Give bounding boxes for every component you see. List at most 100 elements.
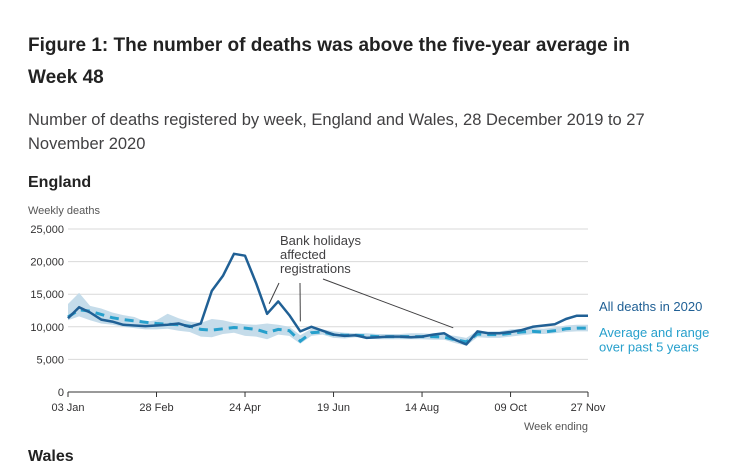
point-average [67, 316, 69, 318]
point-average [465, 341, 467, 343]
point-average [122, 318, 124, 320]
point-average [155, 322, 157, 324]
point-all-deaths [277, 300, 279, 302]
legend: All deaths in 2020 Average and rangeover … [599, 299, 709, 355]
point-average [133, 320, 135, 322]
point-all-deaths [266, 313, 268, 315]
point-average [321, 331, 323, 333]
point-all-deaths [111, 320, 113, 322]
point-all-deaths [200, 322, 202, 324]
x-tick-label: 14 Aug [405, 402, 439, 414]
point-average [509, 332, 511, 334]
point-average [421, 335, 423, 337]
y-tick-label: 25,000 [30, 224, 64, 236]
point-average [587, 327, 589, 329]
point-average [277, 328, 279, 330]
point-all-deaths [531, 326, 533, 328]
point-average [388, 335, 390, 337]
point-average [520, 331, 522, 333]
y-axis-ticks: 0 5,000 10,000 15,000 20,000 25,000 [30, 224, 64, 399]
point-average [531, 330, 533, 332]
point-all-deaths [222, 275, 224, 277]
point-average [399, 335, 401, 337]
gridlines [68, 229, 588, 392]
point-average [487, 333, 489, 335]
point-average [266, 331, 268, 333]
point-all-deaths [144, 325, 146, 327]
legend-label: over past 5 years [599, 340, 699, 355]
point-average [576, 327, 578, 329]
x-tick-label: 27 Nov [571, 402, 606, 414]
annotation-text-line: registrations [280, 261, 351, 276]
point-all-deaths [465, 343, 467, 345]
point-all-deaths [476, 330, 478, 332]
x-tick-label: 19 Jun [317, 402, 350, 414]
point-average [189, 325, 191, 327]
annotation-leader [323, 279, 453, 328]
y-tick-label: 5,000 [36, 354, 64, 366]
point-average [554, 330, 556, 332]
point-average [144, 321, 146, 323]
point-average [78, 309, 80, 311]
point-all-deaths [587, 315, 589, 317]
point-average [443, 336, 445, 338]
annotation-text-line: Bank holidays [280, 233, 361, 248]
point-all-deaths [78, 306, 80, 308]
x-axis-label: Week ending [524, 421, 588, 433]
y-tick-label: 15,000 [30, 289, 64, 301]
legend-label: Average and range [599, 325, 709, 340]
y-tick-label: 10,000 [30, 322, 64, 334]
point-all-deaths [310, 326, 312, 328]
y-axis-label: Weekly deaths [28, 205, 100, 217]
point-average [211, 329, 213, 331]
point-all-deaths [233, 253, 235, 255]
x-tick-label: 28 Feb [139, 402, 173, 414]
y-tick-label: 0 [58, 387, 64, 399]
x-tick-label: 24 Apr [229, 402, 261, 414]
point-all-deaths [288, 314, 290, 316]
point-all-deaths [576, 315, 578, 317]
point-average [111, 316, 113, 318]
point-all-deaths [543, 324, 545, 326]
point-average [288, 330, 290, 332]
point-all-deaths [443, 332, 445, 334]
point-all-deaths [255, 282, 257, 284]
point-average [543, 331, 545, 333]
point-all-deaths [133, 324, 135, 326]
point-average [310, 331, 312, 333]
point-average [454, 339, 456, 341]
point-average [377, 335, 379, 337]
point-average [410, 335, 412, 337]
point-all-deaths [211, 290, 213, 292]
point-average [498, 333, 500, 335]
y-tick-label: 20,000 [30, 257, 64, 269]
legend-label: All deaths in 2020 [599, 299, 702, 314]
point-all-deaths [299, 330, 301, 332]
point-average [244, 327, 246, 329]
point-average [233, 326, 235, 328]
point-all-deaths [565, 318, 567, 320]
point-average [89, 310, 91, 312]
point-average [166, 323, 168, 325]
point-average [476, 333, 478, 335]
annotation-text-line: affected [280, 247, 326, 262]
x-tick-label: 09 Oct [494, 402, 526, 414]
point-all-deaths [244, 255, 246, 257]
point-all-deaths [122, 324, 124, 326]
point-all-deaths [554, 323, 556, 325]
point-average [343, 334, 345, 336]
point-average [100, 313, 102, 315]
point-average [366, 335, 368, 337]
point-average [255, 328, 257, 330]
five-year-range-area [68, 293, 588, 346]
point-average [354, 334, 356, 336]
point-average [432, 335, 434, 337]
point-average [299, 340, 301, 342]
point-average [222, 328, 224, 330]
point-average [177, 324, 179, 326]
point-average [332, 333, 334, 335]
point-all-deaths [100, 318, 102, 320]
